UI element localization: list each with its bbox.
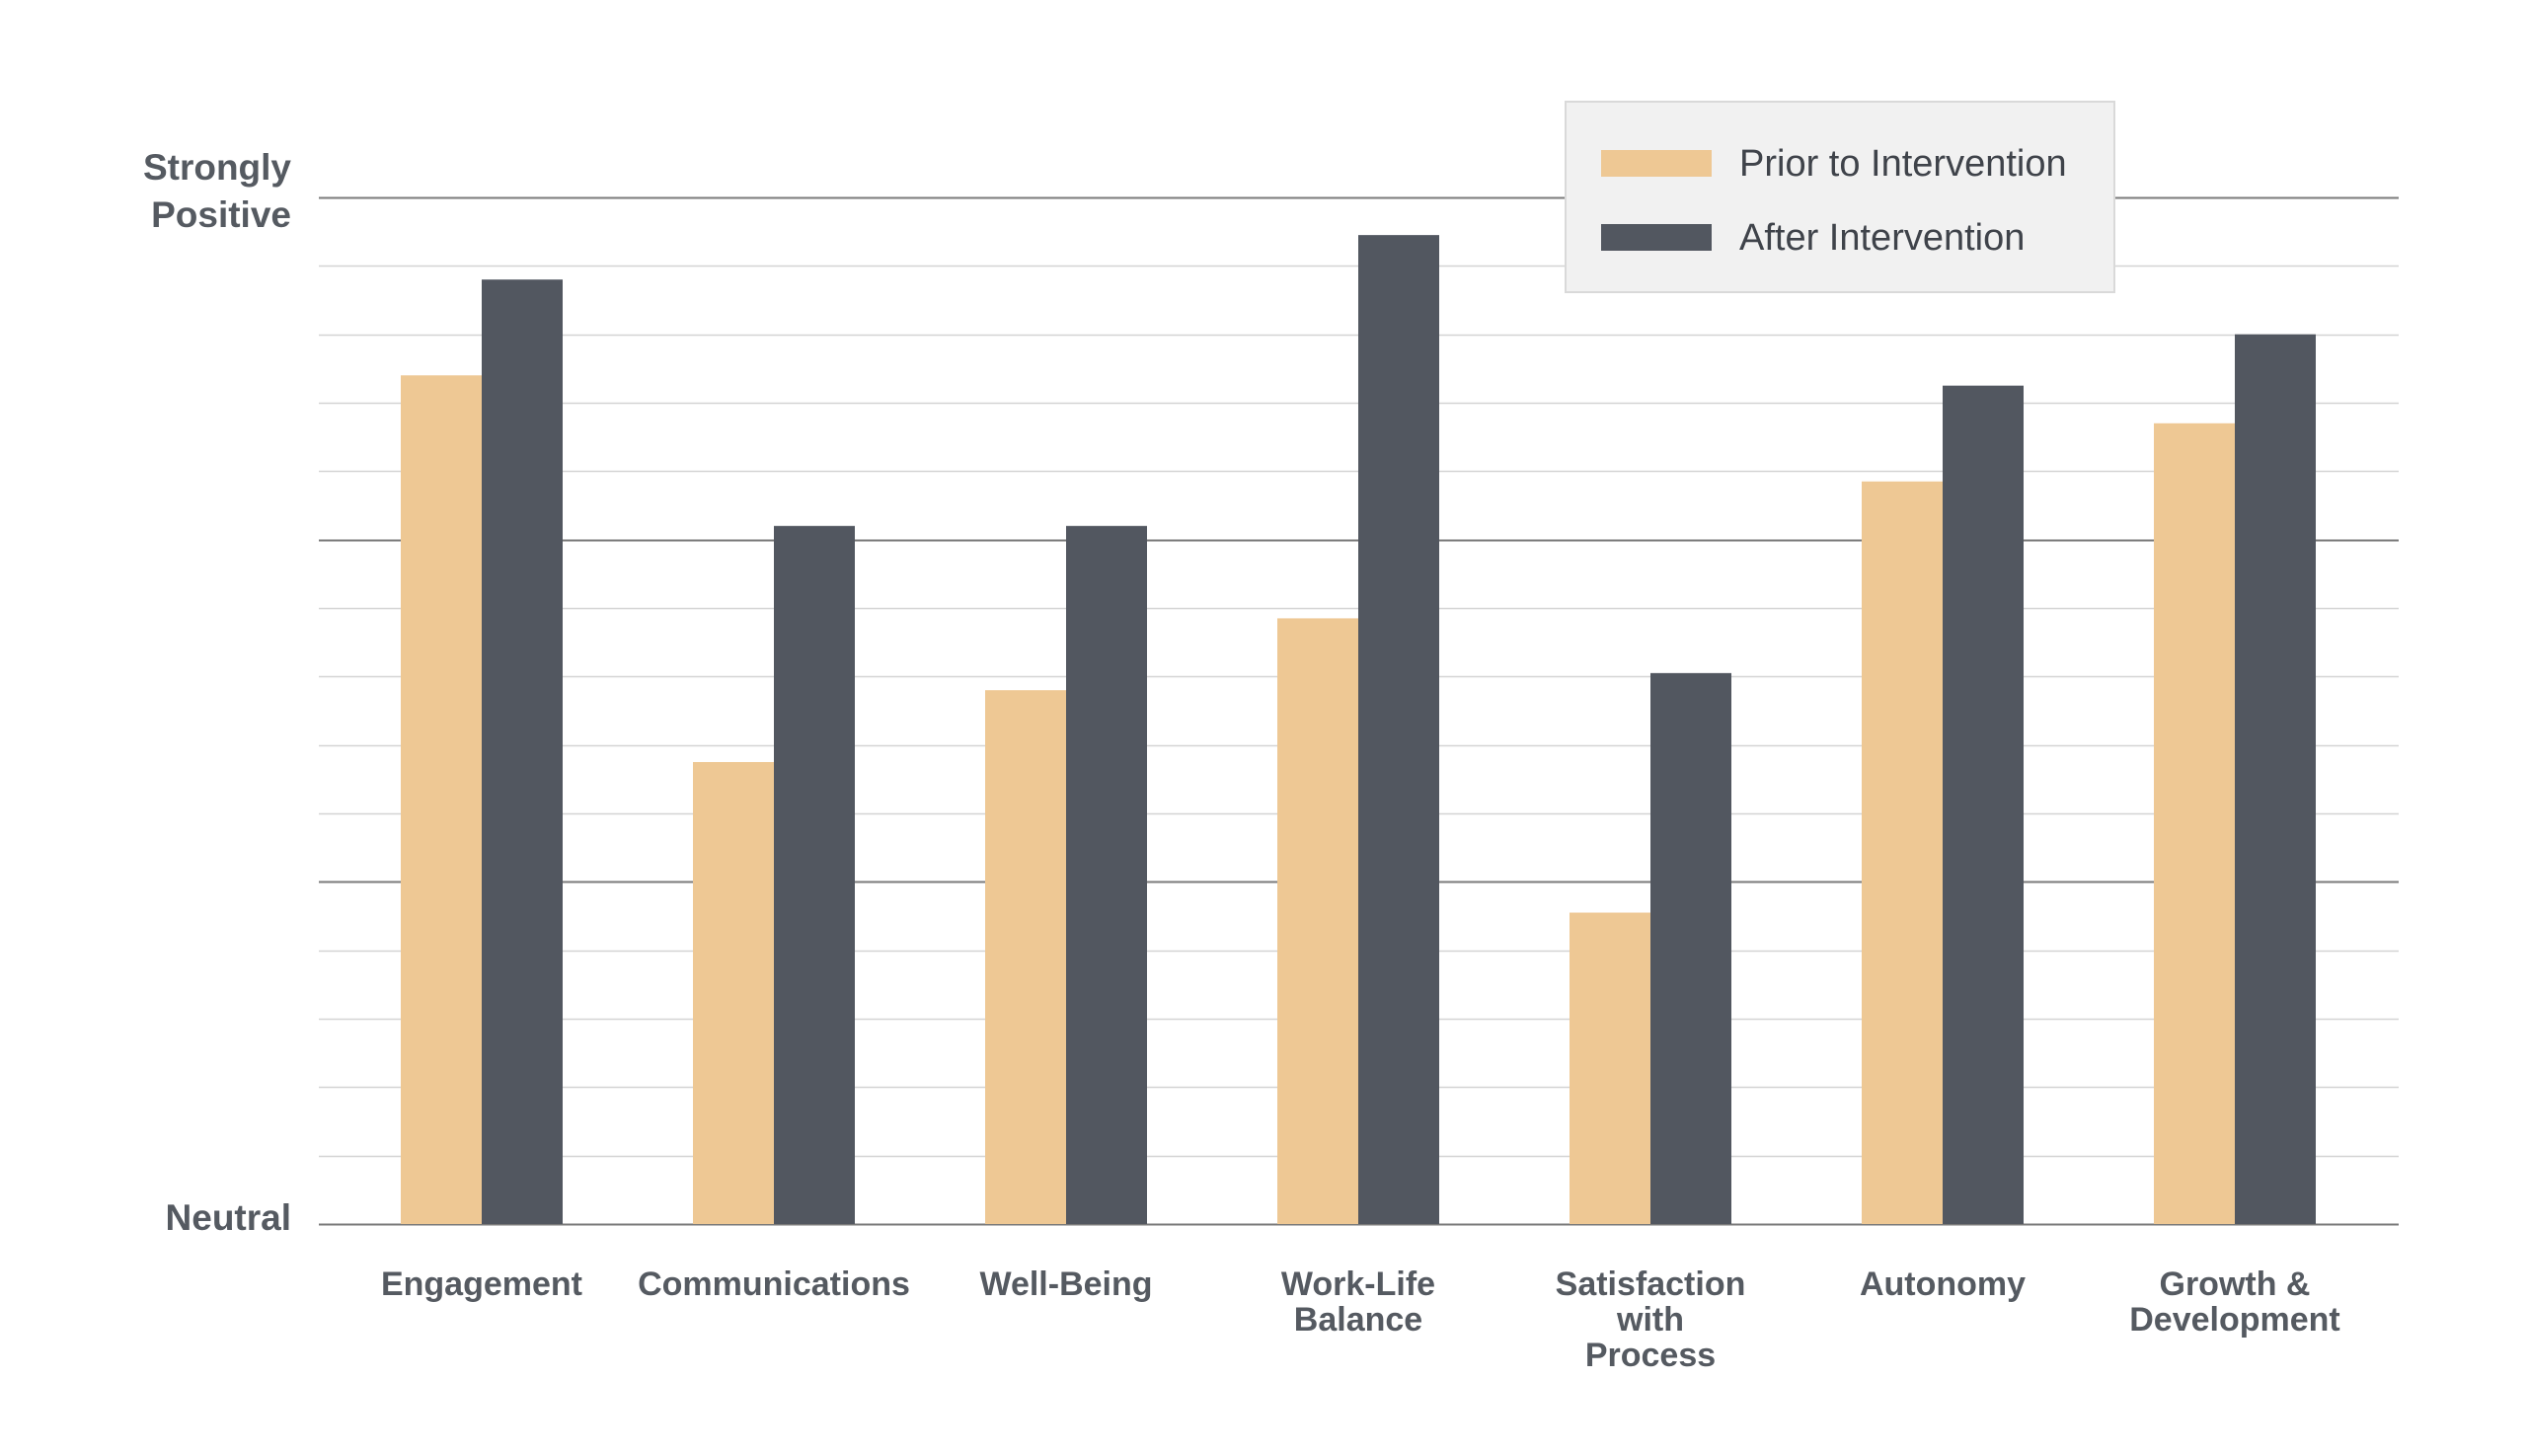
x-tick-label: Engagement <box>381 1265 582 1303</box>
x-tick-label: Autonomy <box>1860 1265 2026 1303</box>
x-tick-label-line: Development <box>2129 1301 2340 1339</box>
legend-label-after: After Intervention <box>1739 217 2025 259</box>
x-tick-label-line: with <box>1616 1301 1684 1339</box>
legend-swatch-after <box>1601 224 1712 251</box>
bars <box>401 235 2316 1225</box>
bar-prior-7 <box>2154 422 2235 1224</box>
x-tick-label-line: Work-Life <box>1281 1265 1435 1303</box>
bar-after-2 <box>774 525 855 1224</box>
x-tick-label: Growth & Development <box>2129 1265 2340 1339</box>
x-tick-label: Communications <box>638 1265 910 1303</box>
bar-prior-2 <box>693 762 774 1224</box>
bar-after-7 <box>2235 334 2316 1225</box>
x-tick-label-line: Satisfaction <box>1556 1265 1746 1303</box>
x-tick-label-line: Engagement <box>381 1265 582 1303</box>
y-tick-label-line: Strongly <box>143 147 291 188</box>
legend-swatch-prior <box>1601 150 1712 177</box>
x-tick-label: Work-Life Balance <box>1281 1265 1435 1339</box>
x-tick-label-line: Balance <box>1294 1301 1422 1339</box>
legend-label-prior: Prior to Intervention <box>1739 143 2067 185</box>
bar-prior-5 <box>1570 912 1650 1224</box>
x-tick-label-line: Growth & <box>2160 1265 2311 1303</box>
bar-prior-4 <box>1277 618 1358 1224</box>
x-tick-label: Satisfaction with Process <box>1556 1265 1746 1374</box>
legend-box <box>1565 101 2115 293</box>
bar-after-4 <box>1358 235 1439 1225</box>
x-tick-label-line: Autonomy <box>1860 1265 2026 1303</box>
bar-after-6 <box>1943 385 2024 1225</box>
bar-prior-3 <box>985 690 1066 1224</box>
x-axis-tick-labels: Engagement Communications Well-Being Work-L… <box>381 1265 2340 1374</box>
y-tick-label: Neutral <box>166 1197 291 1238</box>
y-tick-label-line: Neutral <box>166 1197 291 1238</box>
x-tick-label-line: Process <box>1585 1337 1716 1374</box>
bar-after-5 <box>1650 672 1731 1224</box>
x-tick-label-line: Well-Being <box>979 1265 1152 1303</box>
y-tick-label-line: Positive <box>151 194 291 235</box>
x-tick-label: Well-Being <box>979 1265 1152 1303</box>
bar-prior-6 <box>1862 481 1943 1224</box>
y-tick-label: Strongly Positive <box>143 147 291 235</box>
bar-after-1 <box>482 279 563 1224</box>
x-tick-label-line: Communications <box>638 1265 910 1303</box>
bar-after-3 <box>1066 525 1147 1224</box>
y-axis-tick-labels: Neutral Strongly Positive <box>143 147 291 1238</box>
legend: Prior to Intervention After Intervention <box>1565 101 2115 293</box>
bar-prior-1 <box>401 375 482 1224</box>
